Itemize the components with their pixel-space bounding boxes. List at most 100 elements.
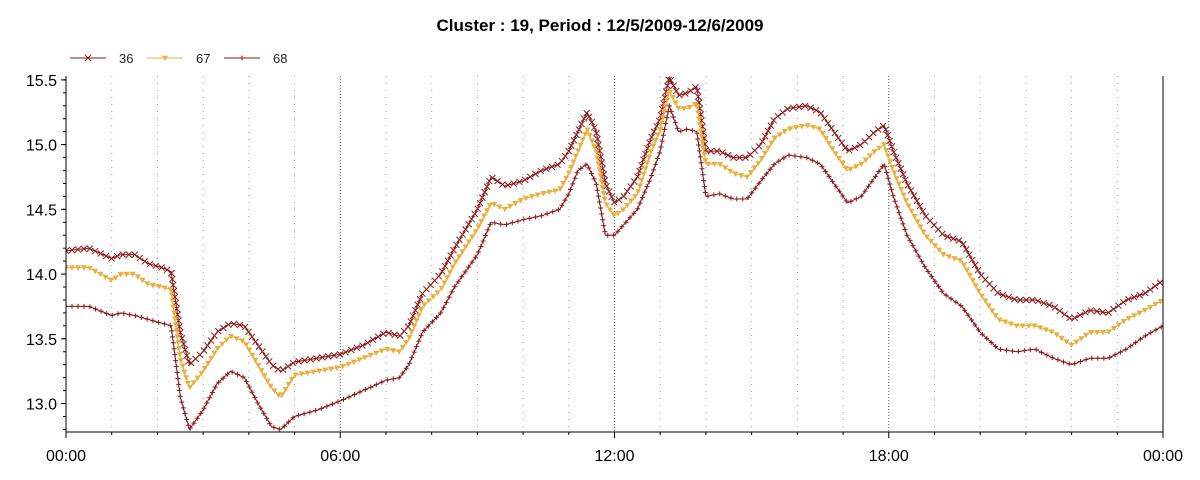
series-point-68: [998, 346, 1004, 352]
series-point-67: [600, 191, 607, 197]
series-point-36: [252, 338, 259, 346]
series-point-68: [249, 389, 255, 395]
series-point-68: [890, 193, 896, 199]
series-point-36: [245, 328, 252, 336]
series-point-67: [97, 271, 104, 278]
series-point-67: [898, 187, 905, 193]
series-point-67: [822, 136, 829, 142]
series-point-68: [104, 310, 110, 316]
series-point-36: [416, 295, 424, 303]
series-point-67: [798, 123, 805, 130]
series-point-36: [379, 330, 387, 338]
series-point-68: [876, 169, 882, 175]
series-point-68: [156, 319, 162, 325]
series-point-68: [884, 169, 890, 175]
series-point-36: [949, 235, 957, 242]
series-point-36: [108, 255, 115, 262]
legend-marker: [84, 54, 92, 62]
series-point-68: [979, 331, 985, 337]
series-point-68: [958, 303, 964, 309]
series-point-67: [920, 229, 927, 236]
series-point-36: [407, 317, 415, 325]
series-point-68: [567, 186, 573, 192]
series-point-36: [573, 131, 580, 139]
series-point-67: [261, 373, 268, 379]
series-point-68: [81, 303, 87, 309]
series-point-36: [1130, 293, 1138, 301]
series-point-67: [597, 173, 604, 179]
series-point-36: [68, 246, 76, 254]
series-point-68: [583, 162, 589, 168]
series-point-68: [900, 221, 906, 227]
series-point-36: [1051, 304, 1059, 311]
series-point-67: [406, 334, 413, 341]
series-point-67: [883, 147, 890, 154]
series-point-67: [889, 164, 896, 171]
series-point-67: [80, 265, 88, 271]
series-point-36: [913, 197, 921, 205]
series-point-67: [1125, 315, 1132, 322]
series-point-36: [167, 269, 175, 277]
series-point-36: [478, 194, 486, 201]
series-point-67: [701, 152, 708, 158]
legend-label: 68: [273, 51, 287, 66]
series-point-67: [491, 202, 498, 208]
series-point-36: [295, 358, 303, 365]
series-point-67: [384, 347, 391, 353]
series-point-67: [469, 234, 476, 240]
series-point-36: [841, 144, 849, 152]
series-point-68: [209, 389, 215, 395]
series-point-67: [810, 124, 817, 131]
series-point-67: [214, 345, 221, 352]
series-point-36: [510, 180, 518, 187]
series-point-67: [1141, 307, 1148, 314]
series-point-36: [444, 257, 452, 265]
series-point-67: [836, 156, 843, 162]
series-point-36: [694, 87, 701, 95]
y-tick-label: 13.5: [26, 332, 57, 349]
series-point-67: [923, 234, 930, 240]
series-point-36: [807, 104, 814, 112]
series-point-36: [1125, 295, 1132, 303]
series-point-67: [175, 346, 183, 352]
series-point-36: [580, 115, 588, 122]
series-point-36: [907, 187, 915, 194]
series-point-36: [1093, 307, 1101, 315]
series-point-68: [1049, 355, 1055, 361]
series-point-36: [102, 252, 110, 260]
series-point-36: [1146, 286, 1154, 293]
series-point-68: [888, 187, 894, 193]
series-point-68: [559, 202, 565, 208]
series-point-36: [330, 351, 338, 359]
series-point-36: [447, 252, 455, 259]
series-point-68: [224, 371, 230, 377]
series-point-67: [1094, 330, 1101, 336]
series-point-67: [534, 192, 541, 198]
series-point-67: [155, 284, 162, 290]
series-point-68: [882, 164, 888, 170]
series-point-67: [198, 370, 205, 377]
series-point-67: [1105, 329, 1113, 335]
series-point-68: [264, 415, 270, 421]
series-point-36: [391, 331, 398, 339]
series-point-36: [664, 82, 671, 90]
series-point-36: [152, 262, 160, 270]
series-point-68: [740, 196, 746, 202]
series-point-67: [694, 104, 701, 111]
series-point-67: [681, 106, 688, 112]
series-point-67: [1083, 332, 1090, 339]
series-point-36: [414, 301, 422, 309]
x-tick-label: 18:00: [869, 448, 909, 465]
series-point-36: [919, 207, 927, 215]
series-point-67: [459, 249, 466, 255]
series-point-68: [1015, 348, 1021, 354]
series-point-67: [642, 166, 649, 172]
series-point-68: [695, 136, 701, 142]
series-point-67: [478, 218, 485, 225]
series-point-68: [644, 184, 650, 190]
series-point-67: [367, 352, 374, 359]
series-point-36: [784, 105, 791, 113]
series-point-68: [663, 121, 669, 127]
series-point-67: [1100, 330, 1107, 336]
series-point-68: [728, 195, 734, 201]
